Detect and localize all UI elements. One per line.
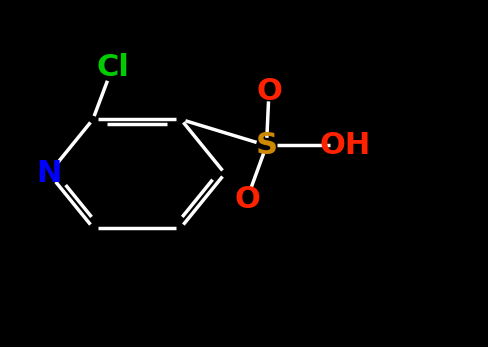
Text: Cl: Cl [96, 53, 129, 82]
Text: S: S [255, 131, 277, 160]
Text: O: O [256, 77, 281, 106]
Text: OH: OH [319, 131, 369, 160]
Text: O: O [234, 185, 259, 214]
Text: N: N [36, 159, 61, 188]
